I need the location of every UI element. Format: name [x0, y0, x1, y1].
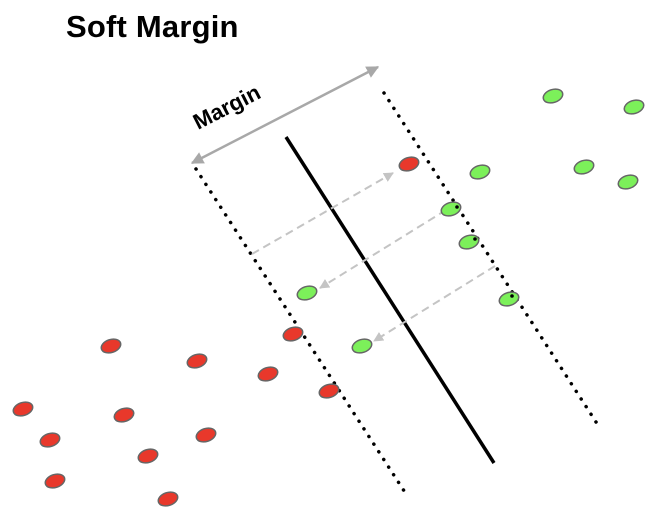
class-b-point: [351, 338, 373, 354]
class-b-point: [458, 234, 480, 250]
margin-indicator: Margin: [189, 65, 380, 165]
class-a-points: [12, 156, 420, 507]
class-b-point: [573, 159, 595, 175]
class-a-point: [44, 473, 66, 489]
class-b-point: [623, 99, 645, 115]
slack-arrow: [251, 172, 394, 255]
boundary-contact-dots: [455, 205, 514, 298]
class-b-point: [542, 88, 564, 104]
margin-label: Margin: [189, 79, 265, 134]
class-a-point: [186, 353, 208, 369]
class-b-point: [440, 201, 462, 217]
class-b-point: [469, 164, 491, 180]
class-a-point: [113, 407, 135, 423]
slack-arrows: [251, 172, 496, 342]
class-b-point: [498, 291, 520, 307]
margin-boundary-left: [194, 167, 410, 499]
class-b-points: [296, 88, 645, 354]
slack-arrow: [319, 209, 447, 289]
contact-dot: [455, 205, 459, 209]
class-a-point: [157, 491, 179, 507]
contact-dot: [510, 294, 514, 298]
class-a-point: [137, 448, 159, 464]
class-a-point: [100, 338, 122, 354]
class-a-point: [195, 427, 217, 443]
class-b-point: [296, 285, 318, 301]
slack-arrow: [373, 265, 496, 342]
class-a-point: [398, 156, 420, 172]
class-a-point: [257, 366, 279, 382]
class-a-point: [39, 432, 61, 448]
contact-dot: [473, 237, 477, 241]
decision-hyperplane: [284, 136, 496, 464]
class-b-point: [617, 174, 639, 190]
page-title: Soft Margin: [66, 9, 239, 44]
class-a-point: [318, 383, 340, 399]
class-a-point: [282, 326, 304, 342]
margin-arrow: [190, 65, 380, 165]
class-a-point: [12, 401, 34, 417]
margin-boundary-right: [382, 91, 598, 424]
